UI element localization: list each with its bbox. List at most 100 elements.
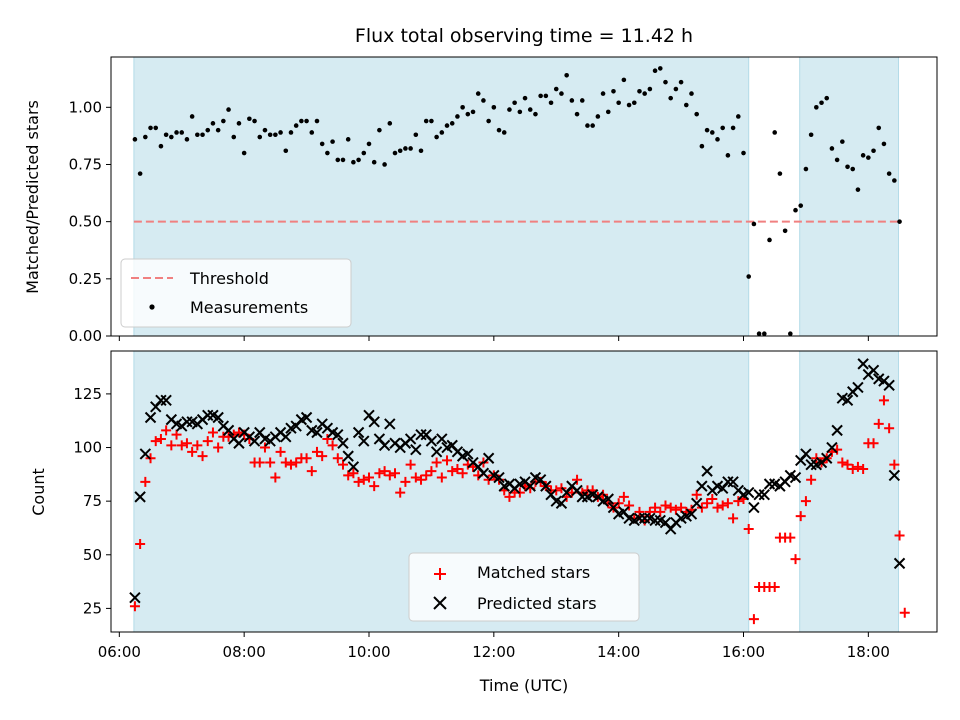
predicted-point-48 — [378, 439, 391, 452]
measurement-point-146 — [892, 178, 897, 183]
predicted-point-79 — [540, 480, 552, 492]
measurement-point-44 — [361, 150, 367, 156]
measurement-point-85 — [574, 111, 580, 117]
measurement-point-64 — [465, 111, 471, 117]
predicted-point-2 — [139, 448, 152, 460]
matched-point-34 — [306, 466, 317, 477]
matched-point-108 — [691, 489, 702, 500]
measurement-point-147 — [897, 219, 902, 224]
y-tick-label-1: 0.25 — [69, 270, 102, 288]
predicted-point-86 — [576, 491, 588, 503]
matched-point-126 — [785, 532, 796, 543]
predicted-point-127 — [789, 471, 802, 484]
matched-point-29 — [280, 457, 291, 468]
predicted-point-20 — [233, 437, 245, 449]
matched-point-116 — [733, 496, 744, 507]
measurement-point-42 — [351, 159, 356, 165]
matched-point-85 — [572, 474, 583, 485]
measurement-point-61 — [449, 121, 455, 126]
measurement-point-46 — [371, 159, 377, 165]
measurement-point-77 — [533, 111, 538, 117]
ratio-x-ticks — [118, 336, 869, 341]
measurement-point-97 — [637, 89, 642, 94]
measurement-point-135 — [834, 157, 840, 163]
x-tick-label-1: 08:00 — [223, 643, 266, 661]
measurement-point-108 — [694, 111, 699, 117]
measurement-point-123 — [772, 130, 778, 135]
measurement-point-78 — [538, 93, 543, 99]
measurement-point-128 — [798, 203, 804, 208]
measurement-point-70 — [496, 127, 502, 133]
matched-point-28 — [275, 446, 286, 457]
predicted-point-40 — [337, 437, 349, 449]
matched-point-142 — [868, 438, 879, 449]
measurement-point-43 — [356, 157, 361, 163]
predicted-point-135 — [831, 424, 843, 437]
predicted-point-41 — [342, 450, 354, 462]
measurement-points — [132, 66, 902, 337]
measurement-point-41 — [345, 137, 351, 142]
measurement-point-82 — [559, 91, 564, 96]
measurement-point-89 — [595, 114, 601, 119]
matched-point-2 — [140, 476, 151, 487]
measurement-point-141 — [866, 155, 871, 160]
legend-matched-label: Matched stars — [477, 563, 590, 582]
measurement-point-30 — [288, 130, 294, 135]
predicted-point-110 — [701, 465, 713, 477]
matched-point-112 — [712, 502, 723, 513]
matched-point-27 — [270, 472, 281, 483]
matched-point-37 — [322, 433, 333, 444]
measurement-point-106 — [683, 102, 689, 108]
measurement-point-38 — [330, 139, 335, 144]
matched-point-105 — [676, 502, 687, 513]
matched-point-0 — [129, 601, 140, 612]
measurement-point-25 — [262, 127, 268, 133]
x-tick-label-0: 06:00 — [98, 643, 141, 661]
matched-point-31 — [291, 457, 302, 468]
predicted-point-68 — [482, 452, 495, 464]
matched-point-63 — [457, 468, 468, 479]
predicted-point-140 — [857, 358, 869, 370]
measurement-point-9 — [179, 130, 185, 135]
legend-matched-swatch — [434, 568, 446, 580]
y-tick-label-2: 0.50 — [69, 213, 102, 231]
measurement-point-87 — [585, 123, 590, 128]
measurement-point-35 — [314, 118, 320, 124]
measurement-point-111 — [709, 130, 715, 135]
measurement-point-96 — [631, 100, 637, 106]
measurement-point-81 — [553, 86, 559, 92]
matched-point-95 — [624, 500, 635, 511]
measurement-point-131 — [814, 105, 819, 110]
predicted-point-49 — [384, 418, 396, 430]
matched-point-97 — [634, 506, 645, 517]
measurement-point-143 — [876, 125, 882, 131]
predicted-point-42 — [347, 461, 360, 473]
predicted-point-58 — [430, 446, 443, 458]
matched-point-127 — [790, 554, 801, 565]
predicted-point-114 — [722, 476, 734, 488]
measurement-point-98 — [642, 91, 647, 96]
measurement-point-90 — [600, 91, 606, 96]
y-tick-label-0: 0.00 — [69, 327, 102, 345]
measurement-point-93 — [616, 100, 621, 106]
predicted-point-33 — [300, 411, 313, 424]
predicted-point-43 — [352, 426, 365, 439]
measurement-point-52 — [403, 146, 408, 151]
matched-point-100 — [650, 502, 661, 513]
predicted-point-14 — [202, 409, 214, 422]
measurement-point-27 — [273, 132, 278, 138]
measurement-point-142 — [871, 148, 876, 154]
measurement-point-66 — [475, 91, 481, 96]
predicted-point-5 — [155, 394, 167, 407]
matched-point-145 — [884, 423, 895, 434]
measurement-point-86 — [579, 98, 585, 103]
count-legend-box — [408, 552, 640, 622]
predicted-point-1 — [134, 491, 146, 503]
measurement-point-105 — [678, 79, 684, 85]
measurement-point-115 — [730, 125, 736, 131]
matched-point-8 — [171, 429, 182, 440]
matched-point-138 — [847, 463, 858, 474]
y-tick-label-1: 50 — [83, 546, 102, 564]
measurement-point-63 — [460, 105, 465, 110]
matched-point-102 — [660, 500, 671, 511]
